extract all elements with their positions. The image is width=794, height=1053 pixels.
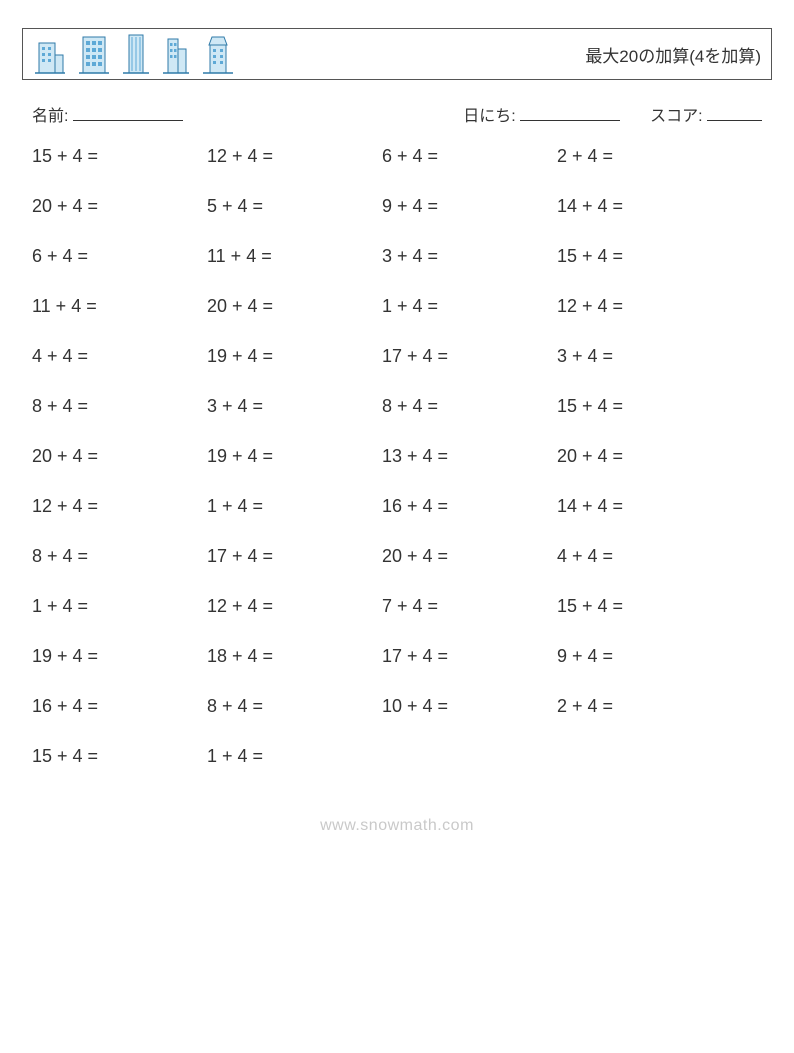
problem-cell: 20 + 4 = (557, 446, 732, 467)
problem-cell: 20 + 4 = (207, 296, 382, 317)
problem-cell: 3 + 4 = (557, 346, 732, 367)
problem-cell: 1 + 4 = (207, 746, 382, 767)
date-blank[interactable] (520, 105, 620, 121)
building-icon (161, 35, 191, 75)
problem-cell: 2 + 4 = (557, 696, 732, 717)
score-field: スコア: (650, 102, 762, 126)
problem-cell: 16 + 4 = (382, 496, 557, 517)
problem-cell: 20 + 4 = (32, 196, 207, 217)
problem-cell: 14 + 4 = (557, 496, 732, 517)
score-blank[interactable] (707, 105, 762, 121)
score-label: スコア: (650, 108, 702, 125)
problem-row: 1 + 4 =12 + 4 =7 + 4 =15 + 4 = (32, 596, 762, 617)
problem-cell: 12 + 4 = (207, 146, 382, 167)
problem-cell: 15 + 4 = (557, 396, 732, 417)
problem-cell: 2 + 4 = (557, 146, 732, 167)
problem-cell: 11 + 4 = (207, 246, 382, 267)
problem-cell: 3 + 4 = (382, 246, 557, 267)
problem-grid: 15 + 4 =12 + 4 =6 + 4 =2 + 4 =20 + 4 =5 … (32, 146, 762, 767)
building-icon (33, 37, 67, 75)
problem-row: 12 + 4 =1 + 4 =16 + 4 =14 + 4 = (32, 496, 762, 517)
problem-cell (382, 746, 557, 767)
problem-cell: 16 + 4 = (32, 696, 207, 717)
problem-row: 20 + 4 =19 + 4 =13 + 4 =20 + 4 = (32, 446, 762, 467)
problem-cell: 18 + 4 = (207, 646, 382, 667)
problem-row: 15 + 4 =12 + 4 =6 + 4 =2 + 4 = (32, 146, 762, 167)
problem-cell: 15 + 4 = (32, 746, 207, 767)
problem-row: 19 + 4 =18 + 4 =17 + 4 =9 + 4 = (32, 646, 762, 667)
problem-cell: 5 + 4 = (207, 196, 382, 217)
problem-cell: 3 + 4 = (207, 396, 382, 417)
problem-row: 8 + 4 =17 + 4 =20 + 4 =4 + 4 = (32, 546, 762, 567)
problem-cell: 8 + 4 = (382, 396, 557, 417)
problem-cell: 1 + 4 = (382, 296, 557, 317)
problem-cell: 17 + 4 = (382, 346, 557, 367)
problem-cell: 9 + 4 = (557, 646, 732, 667)
problem-row: 4 + 4 =19 + 4 =17 + 4 =3 + 4 = (32, 346, 762, 367)
problem-cell: 20 + 4 = (32, 446, 207, 467)
problem-cell: 12 + 4 = (557, 296, 732, 317)
problem-cell (557, 746, 732, 767)
name-blank[interactable] (73, 105, 183, 121)
problem-cell: 15 + 4 = (557, 246, 732, 267)
problem-row: 20 + 4 =5 + 4 =9 + 4 =14 + 4 = (32, 196, 762, 217)
problem-cell: 13 + 4 = (382, 446, 557, 467)
problem-cell: 19 + 4 = (32, 646, 207, 667)
problem-cell: 8 + 4 = (32, 396, 207, 417)
worksheet-page: 最大20の加算(4を加算) 名前: 日にち: スコア: 15 + 4 =12 +… (0, 0, 794, 835)
problem-cell: 1 + 4 = (207, 496, 382, 517)
problem-cell: 1 + 4 = (32, 596, 207, 617)
problem-row: 6 + 4 =11 + 4 =3 + 4 =15 + 4 = (32, 246, 762, 267)
problem-cell: 4 + 4 = (557, 546, 732, 567)
problem-row: 8 + 4 =3 + 4 =8 + 4 =15 + 4 = (32, 396, 762, 417)
problem-cell: 10 + 4 = (382, 696, 557, 717)
problem-cell: 19 + 4 = (207, 446, 382, 467)
problem-cell: 6 + 4 = (382, 146, 557, 167)
problem-cell: 7 + 4 = (382, 596, 557, 617)
name-label: 名前: (32, 108, 68, 125)
problem-cell: 12 + 4 = (32, 496, 207, 517)
problem-cell: 6 + 4 = (32, 246, 207, 267)
date-label: 日にち: (463, 108, 515, 125)
problem-cell: 19 + 4 = (207, 346, 382, 367)
building-icon-row (33, 33, 235, 75)
date-field: 日にち: (463, 102, 620, 126)
meta-row: 名前: 日にち: スコア: (32, 102, 762, 126)
worksheet-title: 最大20の加算(4を加算) (585, 42, 761, 67)
problem-cell: 15 + 4 = (32, 146, 207, 167)
footer-url: www.snowmath.com (22, 817, 772, 835)
building-icon (77, 35, 111, 75)
problem-row: 11 + 4 =20 + 4 =1 + 4 =12 + 4 = (32, 296, 762, 317)
problem-row: 15 + 4 =1 + 4 = (32, 746, 762, 767)
name-field: 名前: (32, 102, 183, 126)
problem-row: 16 + 4 =8 + 4 =10 + 4 =2 + 4 = (32, 696, 762, 717)
building-icon (201, 35, 235, 75)
problem-cell: 20 + 4 = (382, 546, 557, 567)
problem-cell: 8 + 4 = (207, 696, 382, 717)
problem-cell: 8 + 4 = (32, 546, 207, 567)
problem-cell: 12 + 4 = (207, 596, 382, 617)
problem-cell: 17 + 4 = (207, 546, 382, 567)
problem-cell: 9 + 4 = (382, 196, 557, 217)
problem-cell: 17 + 4 = (382, 646, 557, 667)
problem-cell: 11 + 4 = (32, 296, 207, 317)
header-box: 最大20の加算(4を加算) (22, 28, 772, 80)
building-icon (121, 33, 151, 75)
problem-cell: 15 + 4 = (557, 596, 732, 617)
problem-cell: 14 + 4 = (557, 196, 732, 217)
problem-cell: 4 + 4 = (32, 346, 207, 367)
